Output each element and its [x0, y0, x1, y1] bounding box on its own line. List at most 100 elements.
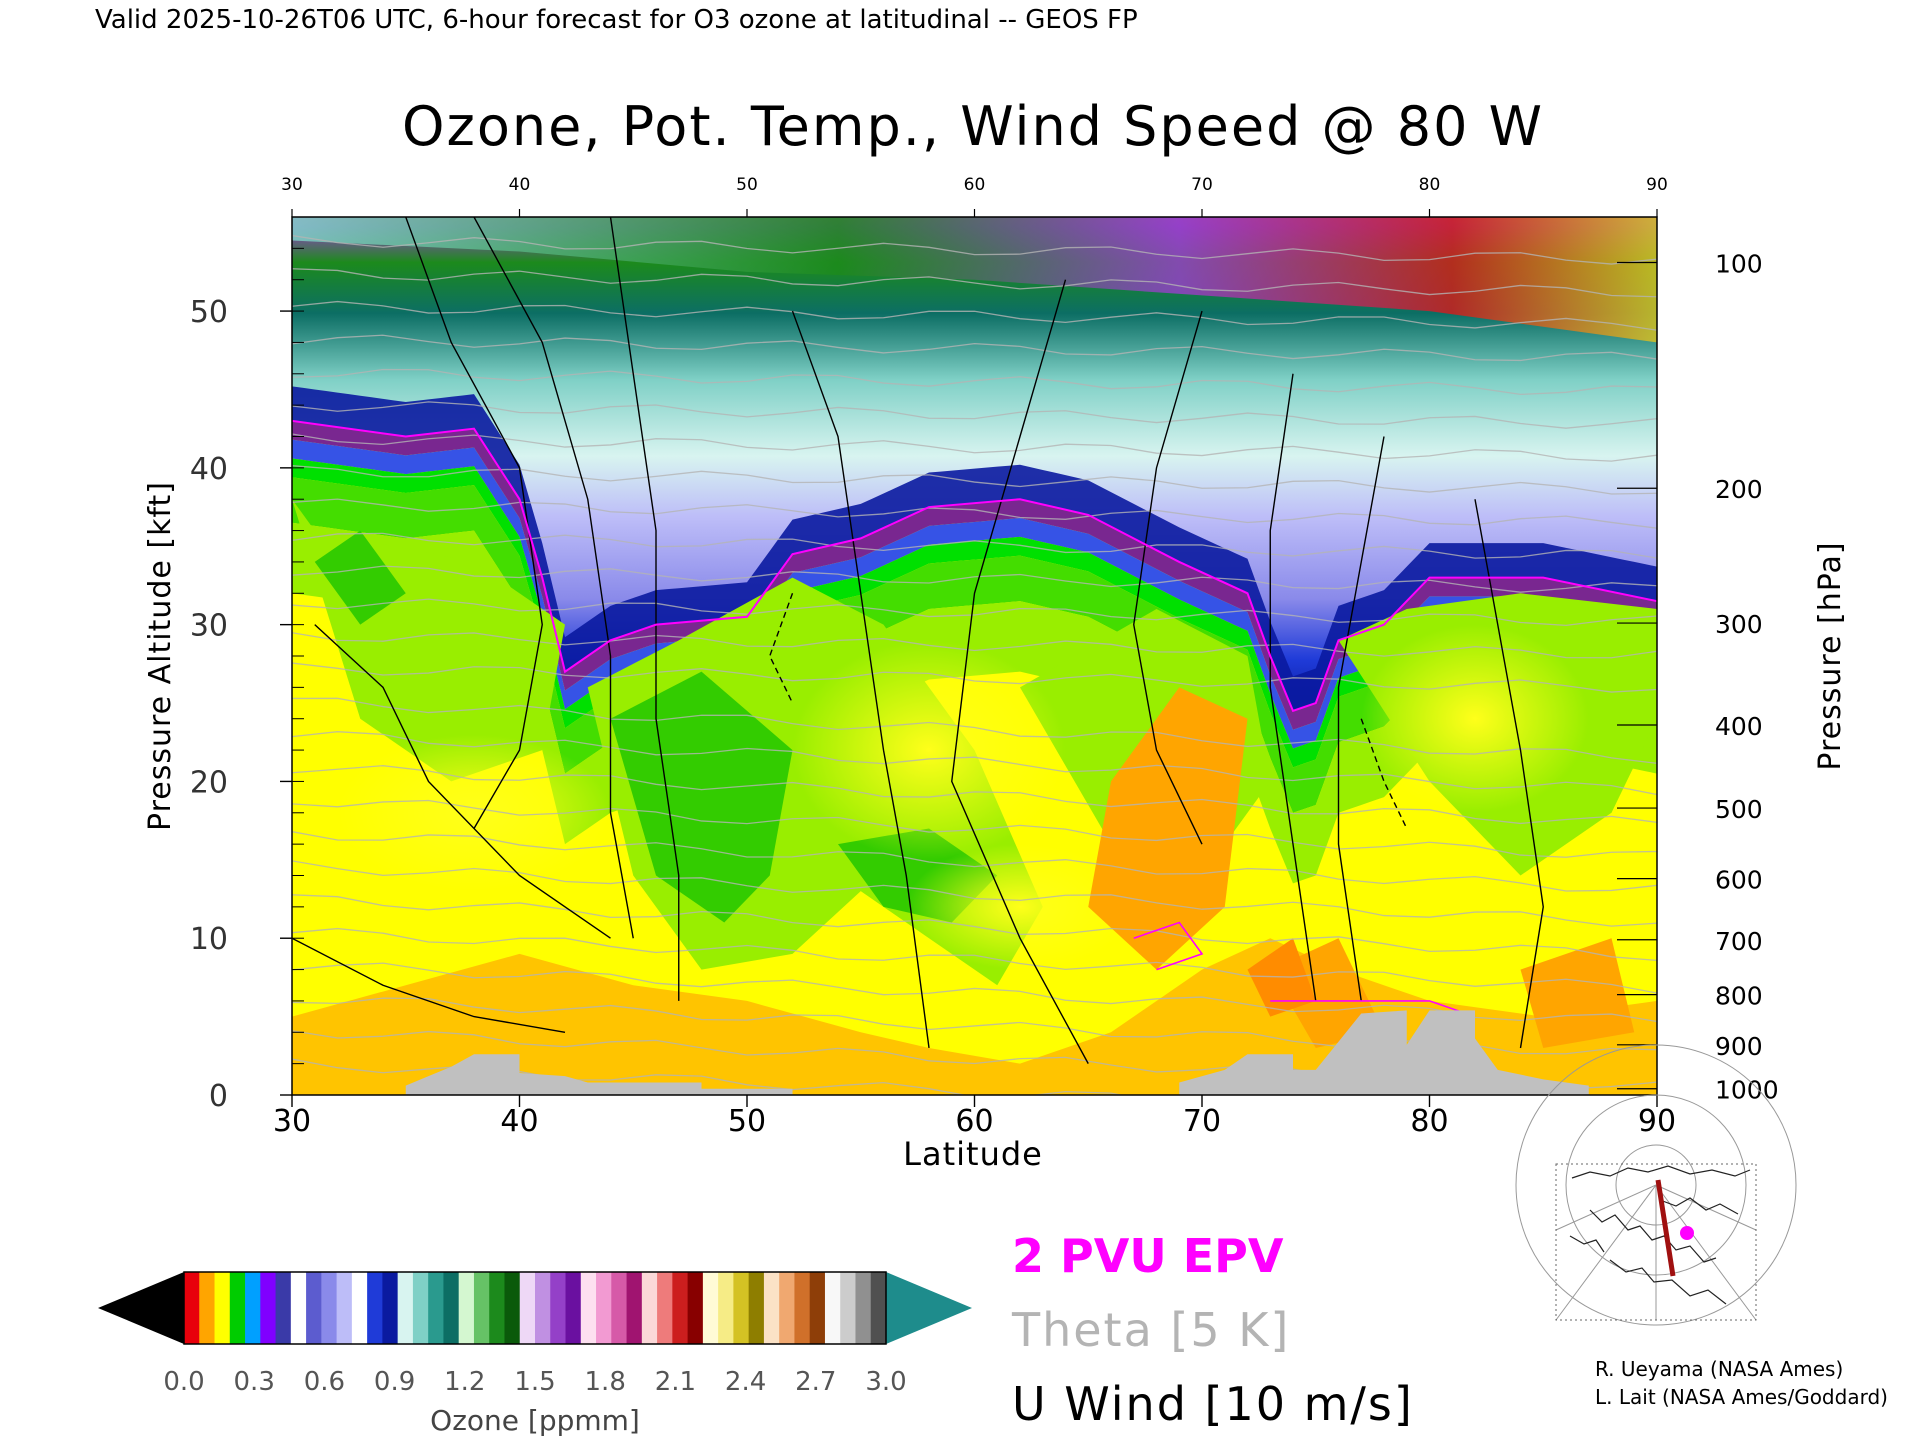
colorbar-swatch-43 [840, 1272, 856, 1344]
x-tick-label-90: 90 [1638, 1104, 1676, 1139]
colorbar-swatch-35 [718, 1272, 734, 1344]
wind-contour-9 [314, 624, 611, 939]
credit-line-2: L. Lait (NASA Ames/Goddard) [1595, 1385, 1888, 1409]
colorbar-swatch-29 [626, 1272, 643, 1344]
x-axis-label: Latitude [903, 1135, 1043, 1173]
pressure-tick-label-900: 900 [1715, 1032, 1763, 1061]
colorbar-swatch-28 [611, 1272, 628, 1344]
yellow-area-0 [337, 734, 611, 892]
colorbar-swatch-38 [763, 1272, 780, 1344]
colorbar-swatch-9 [321, 1272, 338, 1344]
pressure-tick-label-800: 800 [1715, 982, 1763, 1011]
ozone-field [292, 217, 1657, 1095]
inset-map-coastlines [1569, 1165, 1751, 1305]
ozone-colorbar: 0.0 0.3 0.6 0.9 1.2 1.5 1.8 2.1 2.4 2.7 3.0 Ozone … [98, 1271, 972, 1437]
inset-map-graticule [1515, 1044, 1797, 1326]
colorbar-under-arrow [98, 1272, 184, 1344]
tropopause-band-1 [292, 420, 1657, 730]
inset-map-section-line [1655, 1179, 1676, 1277]
u-wind-contours [292, 217, 1544, 1064]
colorbar-swatch-30 [641, 1272, 658, 1344]
epv-contour-fragment-1 [1270, 1000, 1476, 1018]
pressure-tick-label-700: 700 [1715, 927, 1763, 956]
pressure-tick-label-200: 200 [1715, 475, 1763, 504]
theta-line-20 [292, 401, 1657, 429]
stratosphere-ozone-region [292, 217, 1657, 711]
colorbar-tick-labels: 0.0 0.3 0.6 0.9 1.2 1.5 1.8 2.1 2.4 2.7 3.0 [163, 1367, 906, 1397]
upper-stratosphere-band [292, 217, 1657, 343]
colorbar-label: Ozone [ppmm] [430, 1404, 640, 1437]
colorbar-swatch-32 [672, 1272, 689, 1344]
colorbar-swatch-33 [687, 1272, 704, 1344]
colorbar-swatch-25 [565, 1272, 582, 1344]
theta-line-23 [292, 300, 1657, 331]
plot-area [292, 217, 1657, 1095]
colorbar-swatch-13 [382, 1272, 399, 1344]
wind-contour-4 [951, 279, 1089, 1064]
terrain-arctic [1179, 1010, 1589, 1095]
darkgreen-patch-2 [314, 530, 406, 625]
colorbar-swatch-1 [199, 1272, 216, 1344]
pressure-tick-label-500: 500 [1715, 795, 1763, 824]
x-top-tick-label-90: 90 [1646, 175, 1668, 195]
colorbar-swatch-19 [473, 1272, 490, 1344]
colorbar-segments [184, 1272, 887, 1344]
theta-line-11 [292, 697, 1657, 764]
yellow-area-1 [792, 640, 1066, 860]
x-tick-label-30: 30 [273, 1104, 311, 1139]
orange-patch-0 [1088, 687, 1248, 970]
colorbar-swatch-40 [794, 1272, 811, 1344]
x-top-tick-label-40: 40 [509, 175, 531, 195]
yellow-area-3 [1361, 624, 1589, 813]
colorbar-swatch-27 [596, 1272, 612, 1344]
tropopause-band-2 [292, 439, 1657, 749]
wind-contour-3 [791, 310, 930, 1049]
colorbar-tick-1.5: 1.5 [514, 1367, 555, 1397]
colorbar-swatch-37 [748, 1272, 765, 1344]
colorbar-swatch-23 [535, 1272, 551, 1344]
credit-line-1: R. Ueyama (NASA Ames) [1595, 1357, 1843, 1381]
colorbar-swatch-17 [443, 1272, 460, 1344]
x-tick-label-70: 70 [1183, 1104, 1221, 1139]
darkgreen-patch-0 [610, 671, 793, 923]
wind-contour-dashed-0 [768, 593, 794, 704]
colorbar-swatch-14 [397, 1272, 414, 1344]
x-tick-label-80: 80 [1410, 1104, 1448, 1139]
colorbar-swatch-5 [260, 1272, 277, 1344]
wind-contour-7 [1337, 436, 1385, 1002]
colorbar-swatch-44 [855, 1272, 872, 1344]
colorbar-tick-1.8: 1.8 [585, 1367, 626, 1397]
troposphere-band-0 [292, 458, 1657, 768]
colorbar-swatch-6 [275, 1272, 292, 1344]
valid-time-header: Valid 2025-10-26T06 UTC, 6-hour forecast… [95, 5, 1138, 35]
colorbar-swatch-22 [519, 1272, 536, 1344]
colorbar-frame [183, 1271, 887, 1345]
wind-contour-1 [473, 217, 634, 939]
theta-line-16 [292, 532, 1657, 559]
colorbar-swatch-0 [184, 1272, 200, 1344]
colorbar-tick-1.2: 1.2 [444, 1367, 485, 1397]
x-tick-label-50: 50 [728, 1104, 766, 1139]
x-top-tick-label-50: 50 [736, 175, 758, 195]
epv-2pvu-contour [292, 419, 1657, 1018]
colorbar-swatch-36 [733, 1272, 750, 1344]
colorbar-swatch-18 [458, 1272, 475, 1344]
wind-contour-8 [1474, 499, 1544, 1049]
x-top-tick-label-60: 60 [964, 175, 986, 195]
terrain-midlatitude [405, 1054, 793, 1095]
pressure-tick-label-400: 400 [1715, 712, 1763, 741]
colorbar-tick-2.4: 2.4 [725, 1367, 766, 1397]
colorbar-tick-2.1: 2.1 [655, 1367, 696, 1397]
colorbar-swatch-45 [870, 1272, 887, 1344]
theta-line-5 [292, 894, 1657, 962]
wind-contour-10 [292, 937, 566, 1033]
wind-contour-dashed-1 [1360, 718, 1408, 829]
colorbar-swatch-21 [504, 1272, 521, 1344]
orange-patch-2 [1520, 938, 1635, 1048]
colorbar-tick-0.3: 0.3 [234, 1367, 275, 1397]
theta-line-15 [292, 565, 1657, 593]
x-tick-label-40: 40 [500, 1104, 538, 1139]
y-axis-label: Pressure Altitude [kft] [143, 481, 178, 831]
colorbar-swatch-20 [489, 1272, 505, 1344]
